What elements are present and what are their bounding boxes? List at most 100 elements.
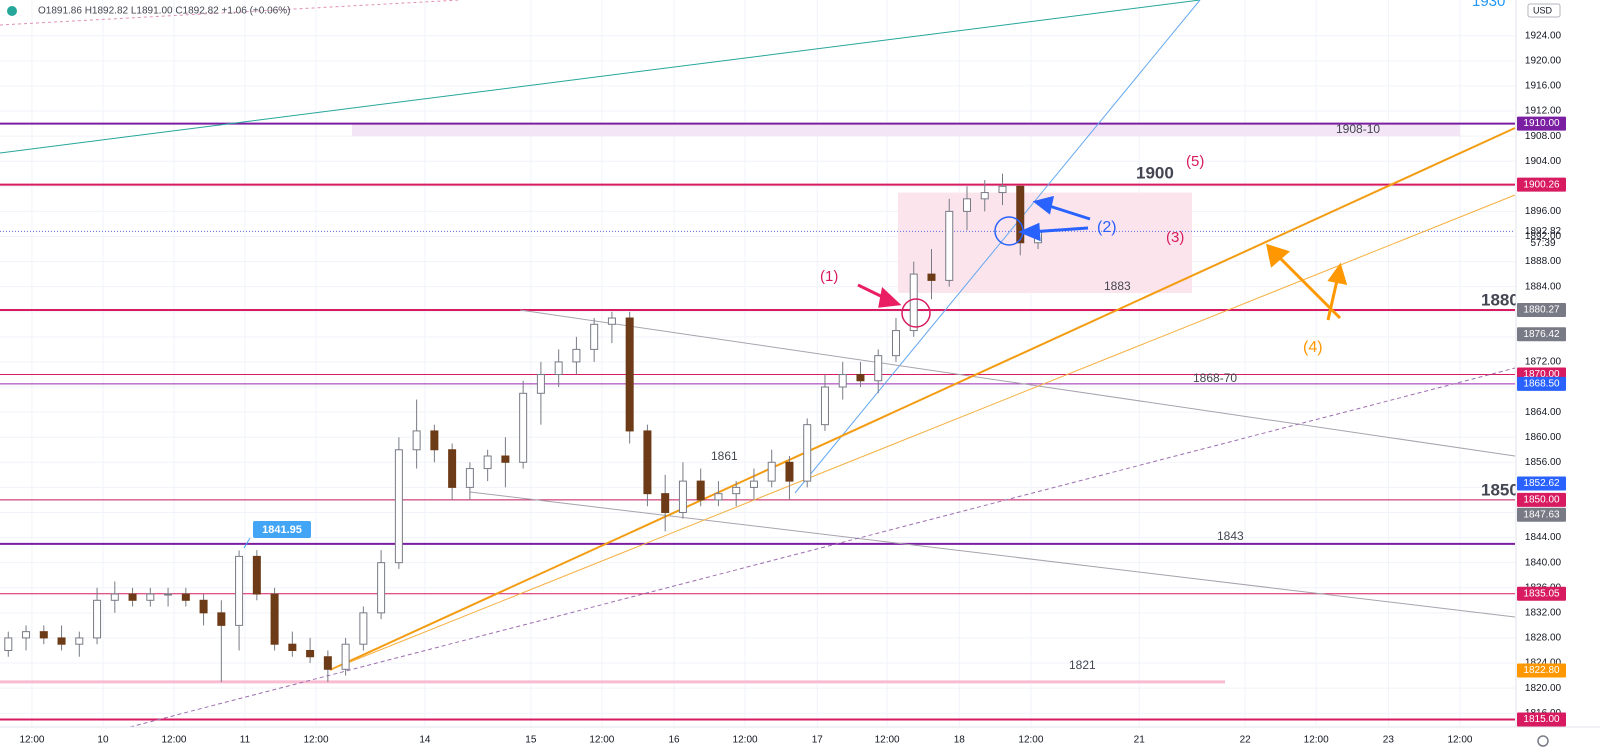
- price-badge-label: 1852.62: [1523, 478, 1560, 489]
- candle-body: [678, 480, 687, 513]
- candle-body: [625, 317, 634, 432]
- y-tick-label: 1864.00: [1525, 407, 1562, 418]
- price-badge: [1517, 507, 1566, 522]
- x-tick-label: 15: [525, 735, 537, 746]
- y-tick-label: 1884.00: [1525, 281, 1562, 292]
- x-tick-label: 12:00: [161, 735, 186, 746]
- candle-body: [572, 348, 581, 363]
- candle-body: [181, 593, 190, 601]
- annotation: 1843: [1217, 529, 1244, 543]
- annotation: 1900: [1136, 163, 1174, 182]
- y-tick-label: 1856.00: [1525, 457, 1562, 468]
- price-badge-label: 1870.00: [1523, 369, 1560, 380]
- price-badge-label: 1847.63: [1523, 509, 1560, 520]
- currency-label[interactable]: USD: [1533, 5, 1553, 15]
- trendline: [329, 194, 1516, 671]
- arrow: [1018, 222, 1089, 242]
- candle-body: [803, 424, 812, 482]
- candle-body: [1016, 185, 1025, 244]
- price-badge: [1517, 492, 1566, 507]
- candle-body: [4, 637, 13, 651]
- settings-button[interactable]: [1537, 735, 1549, 747]
- circle-marker: [901, 298, 931, 328]
- annotation: 1908-10: [1336, 122, 1380, 136]
- candle-body: [164, 593, 173, 596]
- candle-body: [252, 555, 261, 595]
- candle-body: [874, 355, 883, 382]
- price-badge-label: 1835.05: [1523, 588, 1560, 599]
- annotations: 1930 1900 (5) 1908-10 1883 1880 1850 186…: [262, 0, 1519, 672]
- candle-body: [732, 486, 741, 495]
- annotation: 1868-70: [1193, 371, 1237, 385]
- candle-body: [945, 210, 954, 281]
- currency-select[interactable]: [1527, 3, 1561, 18]
- candle-body: [128, 593, 137, 601]
- annotation: 1861: [711, 449, 738, 463]
- candle-body: [359, 612, 368, 645]
- annotation: (2): [1097, 219, 1117, 236]
- price-badge-label: 1822.80: [1523, 665, 1560, 676]
- price-badge-label: 1900.26: [1523, 179, 1560, 190]
- annotation: (5): [1186, 153, 1204, 170]
- y-tick-label: 1832.00: [1525, 607, 1562, 618]
- candle-body: [93, 599, 102, 639]
- price-badge-label: 1868.50: [1523, 379, 1560, 390]
- trendline: [329, 127, 1516, 671]
- y-tick-label: 1820.00: [1525, 683, 1562, 694]
- candle-body: [75, 637, 84, 645]
- countdown: 57:39: [1530, 238, 1555, 249]
- candle-body: [110, 593, 119, 601]
- candle-body: [714, 493, 723, 501]
- candle-body: [235, 555, 244, 626]
- price-callout: [253, 521, 311, 538]
- annotation: 1850: [1481, 480, 1519, 499]
- x-tick-label: 12:00: [875, 735, 900, 746]
- price-badge: [1517, 303, 1566, 318]
- candle-body: [536, 373, 545, 394]
- x-tick-label: 22: [1240, 735, 1252, 746]
- candle-body: [341, 643, 350, 670]
- candle-body: [554, 361, 563, 375]
- trendline: [519, 309, 1516, 457]
- x-tick-label: 12:00: [304, 735, 329, 746]
- annotation: 1841.95: [262, 524, 302, 536]
- trendlines: [0, 0, 1516, 728]
- candle-body: [696, 480, 705, 501]
- x-tick-label: 12:00: [1018, 735, 1043, 746]
- candle-body: [501, 455, 510, 463]
- price-badge: [1517, 663, 1566, 678]
- price-badge-label: 1815.00: [1523, 714, 1560, 725]
- candle-body: [838, 373, 847, 388]
- price-badge-label: 1850.00: [1523, 495, 1560, 506]
- candle-body: [22, 631, 31, 639]
- symbol-info: O1891.86 H1892.82 L1891.00 C1892.82 +1.0…: [38, 6, 290, 17]
- y-tick-label: 1860.00: [1525, 432, 1562, 443]
- y-tick-label: 1920.00: [1525, 55, 1562, 66]
- y-tick-label: 1888.00: [1525, 256, 1562, 267]
- annotation: (3): [1166, 229, 1184, 246]
- price-badge: [1517, 177, 1566, 192]
- trendline: [0, 0, 1201, 154]
- annotation: (4): [1303, 339, 1323, 356]
- callout-pointer: [243, 537, 251, 549]
- status-dot: [7, 6, 17, 16]
- zone: [352, 123, 1460, 137]
- annotation: (1): [820, 268, 838, 285]
- y-tick-label: 1840.00: [1525, 557, 1562, 568]
- candle-body: [57, 637, 66, 645]
- candle-body: [323, 656, 332, 670]
- candle-body: [39, 631, 48, 639]
- candle-body: [962, 198, 971, 212]
- candle-body: [590, 323, 599, 350]
- price-badge: [1517, 476, 1566, 491]
- candle-body: [394, 449, 403, 564]
- arrow: [1326, 262, 1348, 321]
- price-badge-label: 1876.42: [1523, 329, 1560, 340]
- x-tick-label: 12:00: [1447, 735, 1472, 746]
- candle-body: [306, 649, 315, 658]
- candle-body: [448, 449, 457, 488]
- trendline: [0, 0, 461, 26]
- candle-body: [270, 593, 279, 645]
- candle-body: [767, 461, 776, 482]
